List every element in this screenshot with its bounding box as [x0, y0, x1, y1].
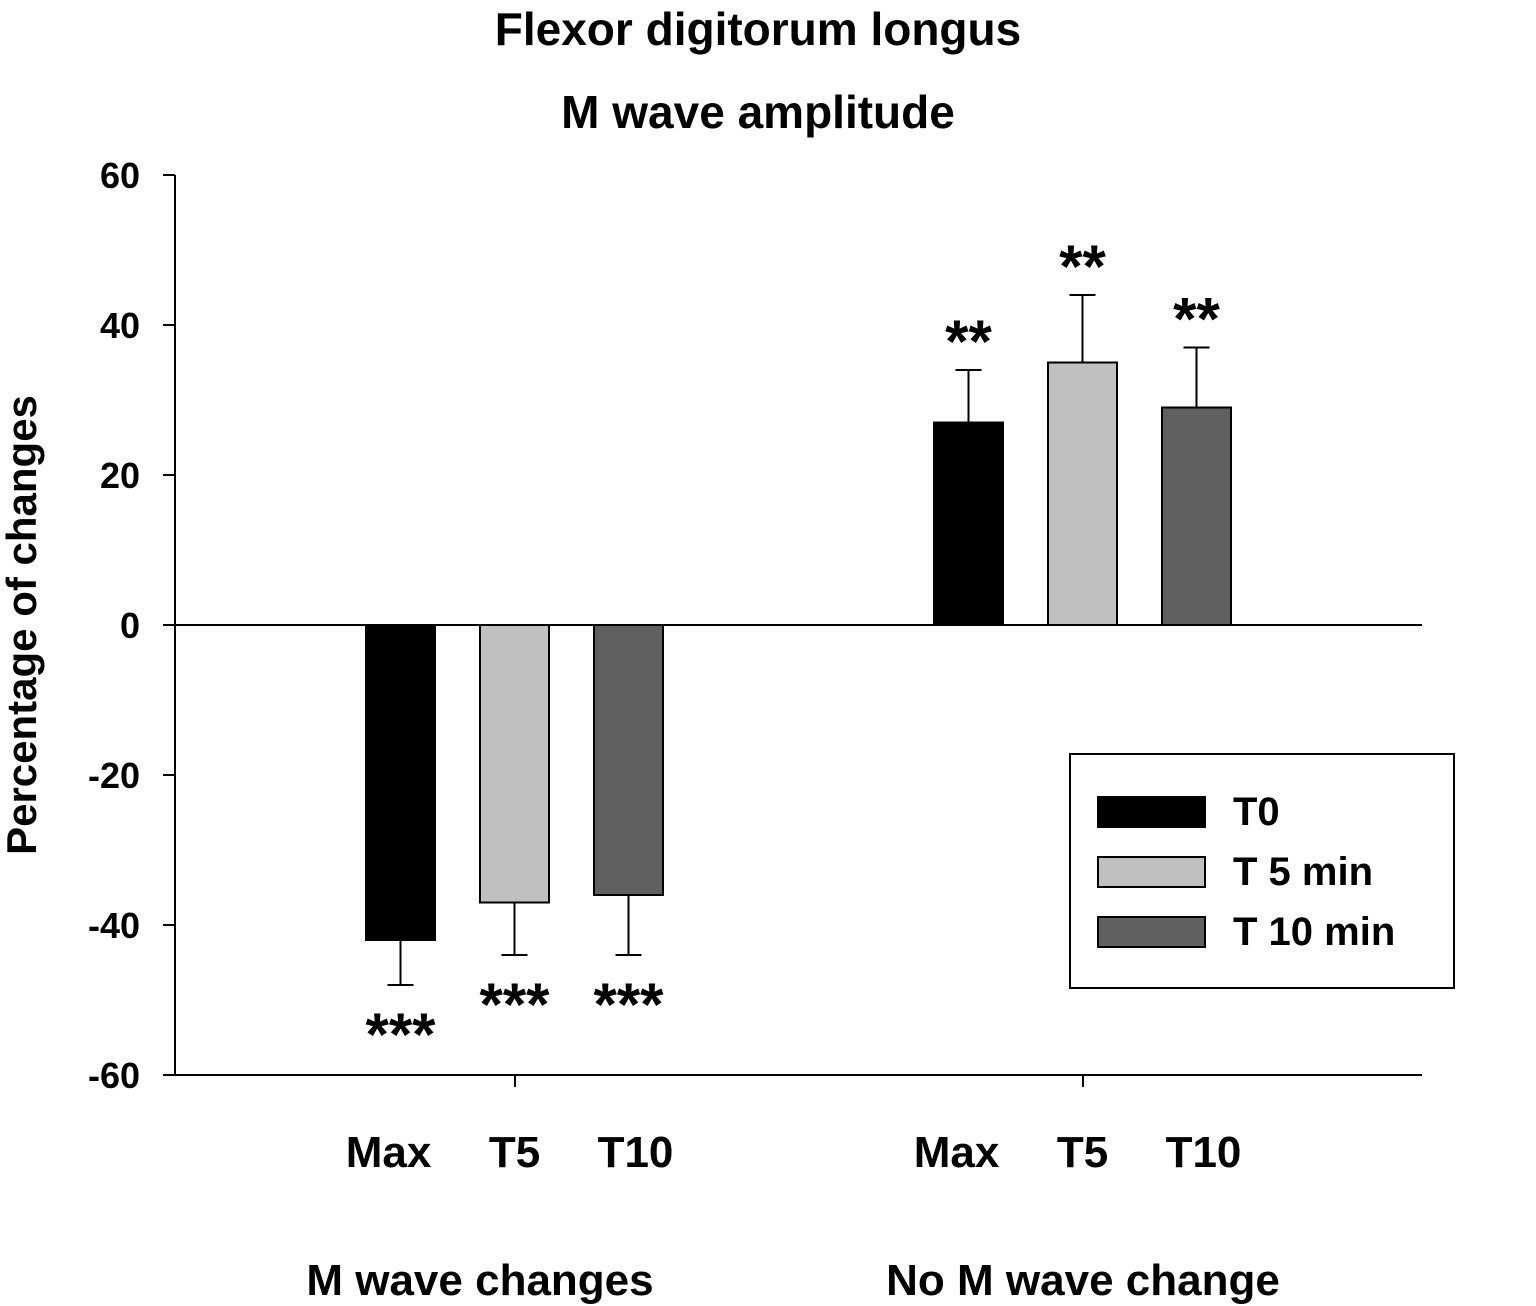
bar-2-t5 [1047, 361, 1118, 626]
significance-marker: *** [479, 971, 550, 1038]
significance-marker: ** [1059, 233, 1106, 300]
x-axis: Max T5 T10 Max T5 T10 [175, 624, 1422, 1177]
x-category-label: T5 [1057, 1128, 1108, 1177]
x-category-label: T10 [1166, 1128, 1242, 1177]
bar-1-t5 [479, 624, 550, 904]
y-tick-label: 20 [100, 455, 140, 496]
chart-title-line1: Flexor digitorum longus [495, 3, 1021, 55]
x-category-label: Max [914, 1128, 1000, 1177]
bar-2-t10 [1161, 406, 1232, 626]
y-axis-label: Percentage of changes [0, 395, 45, 855]
y-axis: 60 40 20 0 -20 -40 -60 [88, 155, 176, 1096]
y-tick-label: 0 [120, 605, 140, 646]
legend-label: T0 [1233, 790, 1280, 834]
group-label-2: No M wave change [886, 1256, 1280, 1305]
y-tick-label: 60 [100, 155, 140, 196]
bars: *** *** ********* [365, 233, 1232, 1068]
significance-marker: *** [365, 1001, 436, 1068]
legend-swatch [1097, 796, 1206, 828]
y-tick-label: -40 [88, 905, 140, 946]
group-label-1: M wave changes [306, 1256, 653, 1305]
x-category-label: Max [346, 1128, 432, 1177]
bar-1-max [365, 624, 436, 941]
chart-title-line2: M wave amplitude [561, 86, 955, 138]
y-tick-label: -60 [88, 1055, 140, 1096]
significance-marker: ** [1173, 286, 1220, 353]
legend-swatch [1097, 916, 1206, 948]
y-tick-label: 40 [100, 305, 140, 346]
legend-swatch [1097, 856, 1206, 888]
bar-2-max [933, 421, 1004, 626]
significance-marker: *** [593, 971, 664, 1038]
significance-marker: ** [945, 308, 992, 375]
x-category-label: T5 [489, 1128, 540, 1177]
legend-label: T 10 min [1233, 910, 1395, 954]
legend: T0 T 5 min T 10 min [1069, 753, 1455, 989]
y-tick-label: -20 [88, 755, 140, 796]
x-category-label: T10 [598, 1128, 674, 1177]
legend-label: T 5 min [1233, 850, 1373, 894]
bar-1-t10 [593, 624, 664, 896]
